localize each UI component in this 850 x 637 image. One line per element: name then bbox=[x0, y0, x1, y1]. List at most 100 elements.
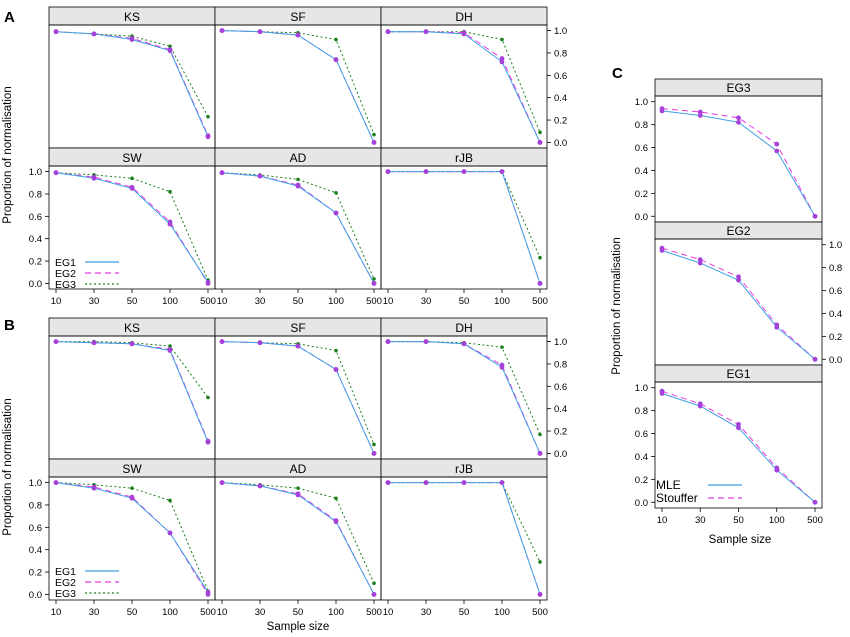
series-line-eg1 bbox=[388, 171, 541, 284]
data-point bbox=[219, 480, 225, 485]
y-tick-label: 0.2 bbox=[29, 568, 42, 579]
data-point bbox=[812, 356, 818, 362]
series-line-eg3 bbox=[388, 341, 541, 435]
legend-label: EG2 bbox=[55, 268, 76, 280]
data-point bbox=[219, 170, 225, 176]
x-tick-label: 10 bbox=[383, 296, 394, 307]
data-point bbox=[372, 132, 376, 137]
series-line-eg3 bbox=[56, 341, 209, 398]
x-tick-label: 50 bbox=[459, 607, 470, 618]
series-line-eg2 bbox=[221, 341, 375, 454]
panel-frame bbox=[380, 335, 548, 460]
series-line-eg3 bbox=[221, 341, 375, 445]
series-line-eg3 bbox=[221, 172, 375, 280]
panel-a-dh: DH 0.0 0.2 0.4 0.6 0.8 1.0 bbox=[380, 6, 567, 149]
y-tick-label: 1.0 bbox=[635, 97, 648, 108]
series-eg2 bbox=[219, 480, 377, 597]
series-line-eg1 bbox=[221, 30, 375, 143]
y-tick-label: 0.8 bbox=[635, 406, 648, 417]
series-eg1 bbox=[385, 480, 543, 597]
series-line-eg2 bbox=[221, 172, 375, 284]
data-point bbox=[423, 480, 429, 485]
data-point bbox=[296, 486, 300, 490]
x-axis-title-c: Sample size bbox=[709, 534, 772, 546]
panel-title: SW bbox=[122, 462, 142, 476]
series-eg2 bbox=[219, 339, 377, 456]
y-tick-label: 0.8 bbox=[29, 500, 42, 511]
x-tick-label: 10 bbox=[657, 515, 668, 526]
x-tick-label: 100 bbox=[328, 607, 344, 618]
data-point bbox=[538, 130, 542, 135]
series-line-mle bbox=[661, 250, 816, 360]
series-line-eg2 bbox=[388, 341, 541, 454]
y-tick-label: 0.6 bbox=[635, 429, 648, 440]
y-tick-label: 0.2 bbox=[554, 427, 567, 438]
y-tick-label: 0.8 bbox=[829, 263, 842, 274]
y-tick-label: 0.2 bbox=[829, 332, 842, 343]
panel-c-eg1: EG1 0.0 0.2 0.4 0.6 0.8 1.0 10 30 50 100 500 bbox=[635, 364, 823, 526]
data-point bbox=[423, 169, 429, 174]
data-point bbox=[697, 260, 703, 266]
series-eg1 bbox=[53, 29, 211, 140]
series-eg1 bbox=[53, 170, 211, 285]
y-tick-label: 0.4 bbox=[635, 166, 648, 177]
data-point bbox=[499, 364, 505, 370]
series-line-stouffer bbox=[661, 247, 816, 360]
x-tick-label: 100 bbox=[769, 515, 785, 526]
panel-frame bbox=[654, 95, 823, 223]
x-tick-label: 100 bbox=[494, 607, 510, 618]
panel-frame bbox=[380, 165, 548, 290]
data-point bbox=[129, 341, 135, 347]
data-point bbox=[736, 277, 741, 283]
data-point bbox=[129, 495, 135, 501]
y-tick-label: 0.2 bbox=[635, 475, 648, 486]
data-point bbox=[168, 44, 172, 49]
data-point bbox=[697, 403, 703, 409]
series-line-eg3 bbox=[55, 482, 209, 592]
data-point bbox=[295, 32, 301, 38]
series-line-eg1 bbox=[221, 172, 375, 284]
data-point bbox=[53, 170, 59, 176]
series-line-eg3 bbox=[388, 171, 541, 258]
series-line-eg3 bbox=[221, 482, 375, 584]
y-tick-label: 0.0 bbox=[29, 279, 42, 290]
panel-title: rJB bbox=[455, 151, 473, 165]
x-tick-label: 30 bbox=[421, 607, 432, 618]
series-eg3 bbox=[386, 339, 542, 437]
data-point bbox=[91, 340, 97, 346]
series-eg3 bbox=[386, 29, 542, 135]
panel-a-ad: AD 10 30 50 100 500 bbox=[214, 147, 382, 307]
x-tick-label: 50 bbox=[733, 515, 744, 526]
data-point bbox=[295, 183, 301, 189]
y-tick-label: 0.8 bbox=[554, 359, 567, 370]
data-point bbox=[371, 592, 377, 597]
data-point bbox=[385, 480, 391, 485]
x-tick-label: 10 bbox=[217, 607, 228, 618]
y-tick-label: 0.4 bbox=[554, 404, 567, 415]
data-point bbox=[736, 119, 741, 125]
y-tick-label: 0.6 bbox=[29, 523, 42, 534]
series-mle bbox=[659, 391, 818, 505]
series-line-eg1 bbox=[388, 341, 541, 454]
data-point bbox=[538, 432, 542, 437]
panel-title: SF bbox=[290, 321, 305, 335]
x-tick-label: 100 bbox=[328, 296, 344, 307]
x-tick-label: 100 bbox=[162, 296, 178, 307]
data-point bbox=[295, 343, 301, 349]
data-point bbox=[257, 173, 263, 179]
panel-title: EG2 bbox=[726, 224, 750, 238]
series-line-eg1 bbox=[388, 31, 541, 143]
data-point bbox=[537, 281, 543, 286]
panel-title: DH bbox=[455, 321, 472, 335]
panel-title: SW bbox=[122, 151, 142, 165]
data-point bbox=[205, 589, 211, 595]
series-line-eg3 bbox=[55, 172, 209, 281]
data-point bbox=[499, 56, 505, 61]
series-line-eg2 bbox=[221, 30, 375, 143]
data-point bbox=[736, 115, 741, 121]
y-tick-label: 1.0 bbox=[554, 337, 567, 348]
data-point bbox=[774, 148, 780, 154]
data-point bbox=[333, 367, 339, 372]
data-point bbox=[736, 274, 741, 280]
data-point bbox=[499, 59, 505, 65]
